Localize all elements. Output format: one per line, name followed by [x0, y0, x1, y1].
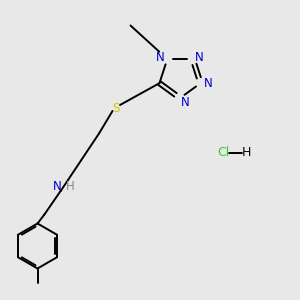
Text: N: N — [156, 51, 165, 64]
Text: N: N — [204, 77, 212, 90]
Text: N: N — [195, 51, 204, 64]
Text: N: N — [181, 96, 190, 109]
Text: Cl: Cl — [218, 146, 230, 160]
Text: H: H — [66, 179, 75, 193]
Text: N: N — [53, 179, 62, 193]
Text: H: H — [241, 146, 251, 160]
Text: S: S — [112, 101, 119, 115]
